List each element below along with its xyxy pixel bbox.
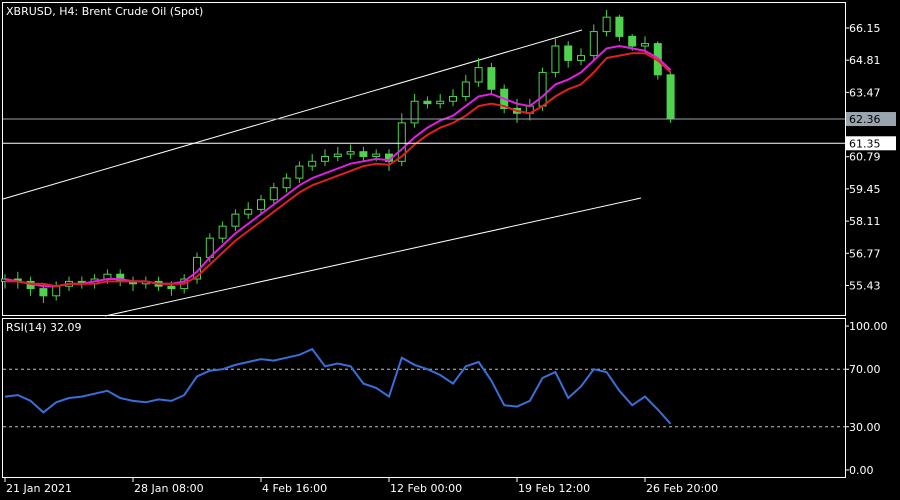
- candle-body: [269, 187, 278, 201]
- candle-body: [423, 100, 432, 105]
- price-label: 62.36: [849, 113, 881, 126]
- x-tick-label: 21 Jan 2021: [6, 482, 72, 495]
- candle-body: [333, 153, 342, 157]
- candle-body: [602, 16, 611, 33]
- candle-body: [397, 122, 406, 162]
- candle-body: [551, 45, 560, 73]
- candle-body: [487, 67, 496, 90]
- main-panel-frame: [2, 2, 846, 316]
- x-tick-label: 4 Feb 16:00: [262, 482, 327, 495]
- candle-body: [564, 45, 573, 61]
- candle-body: [167, 285, 176, 290]
- moving-average-line: [4, 44, 672, 288]
- candle-body: [231, 213, 240, 227]
- candle-body: [346, 151, 355, 155]
- candle-body: [628, 35, 637, 47]
- y-tick-label: 100.00: [849, 320, 888, 333]
- y-tick-label: 66.15: [849, 22, 881, 35]
- y-tick-label: 55.43: [849, 279, 881, 292]
- candle-body: [641, 43, 649, 47]
- candle-body: [295, 165, 304, 179]
- candle-body: [218, 225, 227, 239]
- candle-body: [308, 160, 317, 167]
- y-tick-label: 59.45: [849, 183, 881, 196]
- lower-channel-line: [104, 197, 642, 317]
- rsi-panel-frame: [2, 318, 846, 478]
- y-tick-label: 58.11: [849, 215, 881, 228]
- candle-body: [52, 285, 61, 297]
- candle-body: [538, 71, 547, 107]
- y-tick-label: 0.00: [849, 464, 874, 477]
- candle-body: [282, 177, 291, 189]
- candle-body: [321, 155, 329, 162]
- x-tick-label: 19 Feb 12:00: [518, 482, 590, 495]
- candle-body: [244, 208, 253, 215]
- candle-body: [359, 151, 368, 157]
- price-label-box: [846, 112, 896, 127]
- y-tick-label: 64.81: [849, 54, 881, 67]
- price-label-box: [846, 136, 896, 151]
- moving-average-line: [5, 52, 672, 288]
- rsi-title: RSI(14) 32.09: [6, 321, 81, 334]
- candle-body: [39, 288, 48, 297]
- y-tick-label: 60.79: [849, 151, 881, 164]
- chart-title: XBRUSD, H4: Brent Crude Oil (Spot): [6, 5, 203, 18]
- upper-channel-line: [2, 29, 583, 200]
- candle-body: [577, 55, 585, 61]
- candle-body: [461, 81, 470, 97]
- y-tick-label: 63.47: [849, 86, 881, 99]
- candle-body: [449, 95, 457, 102]
- candle-body: [615, 16, 624, 37]
- candle-body: [372, 153, 381, 157]
- candle-body: [666, 74, 675, 120]
- candle-body: [257, 199, 265, 210]
- y-tick-label: 30.00: [849, 421, 881, 434]
- price-label: 61.35: [849, 137, 881, 150]
- y-tick-label: 70.00: [849, 363, 881, 376]
- rsi-line: [4, 347, 672, 425]
- x-tick-label: 26 Feb 20:00: [646, 482, 718, 495]
- x-tick-label: 28 Jan 08:00: [134, 482, 204, 495]
- candle-body: [589, 31, 598, 57]
- y-tick-label: 56.77: [849, 247, 881, 260]
- candle-body: [436, 100, 445, 105]
- candle-body: [474, 67, 483, 83]
- x-tick-label: 12 Feb 00:00: [390, 482, 462, 495]
- candle-body: [410, 100, 419, 124]
